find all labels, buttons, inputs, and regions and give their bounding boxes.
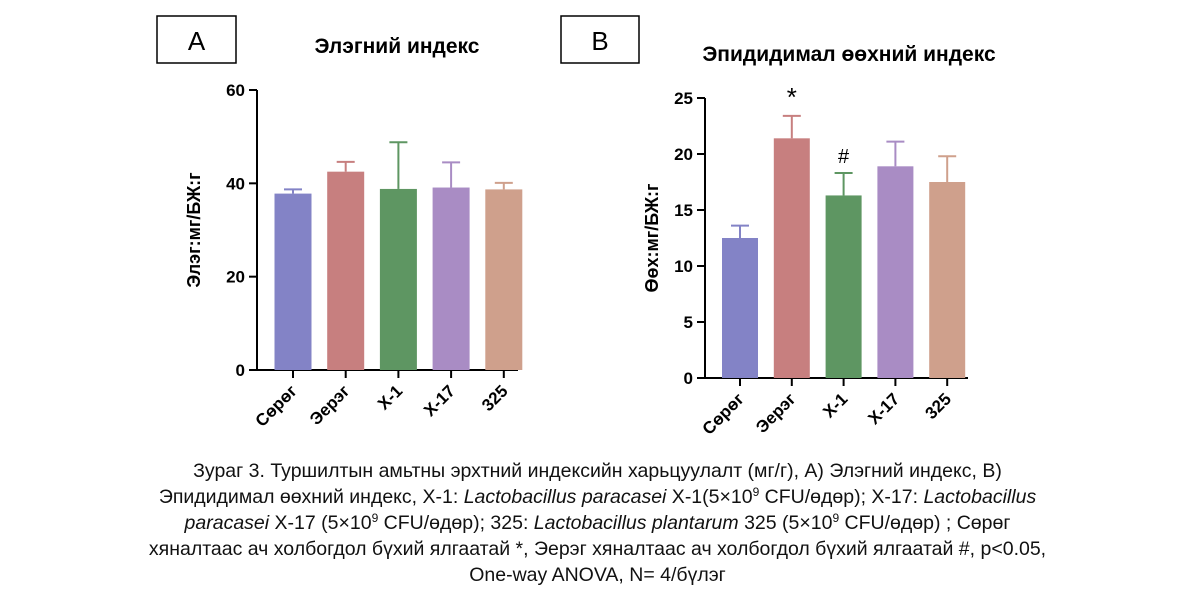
panel-a: A Элэгний индекс Элэг:мг/БЖ:г 0 20 40 60 Сөр… <box>156 15 523 431</box>
caption-text: CFU/өдөр) ; Сөрөг <box>839 512 1011 534</box>
caption-line-5: One-way ANOVA, N= 4/бүлэг <box>469 564 726 586</box>
caption-species: Lactobacillus paracasei <box>463 486 667 508</box>
caption-text: Эпидидимал өөхний индекс, X-1: <box>158 486 464 508</box>
panel-b-y-axis-label: Өөх:мг/БЖ:г <box>642 183 662 293</box>
y-tick-label: 15 <box>674 201 693 220</box>
panel-a-plot: 0 20 40 60 Сөрөг Эерэг X-1 X-17 325 <box>226 81 523 431</box>
caption-exponent: 9 <box>371 511 379 525</box>
y-tick-label: 0 <box>236 361 245 380</box>
y-tick-label: 40 <box>226 174 245 193</box>
figure-caption: Зураг 3. Туршилтын амьтны эрхтний индекс… <box>20 458 1175 588</box>
y-tick-label: 25 <box>674 89 693 108</box>
x-tick-label: 325 <box>922 389 955 422</box>
caption-text: CFU/өдөр); 325: <box>378 512 534 534</box>
caption-species: paracasei <box>184 512 270 534</box>
x-tick-label: X-1 <box>819 389 851 421</box>
panel-b-plot: 0 5 10 15 20 25 Сөрөг Эерэг * X-1 # X-17 325 <box>674 82 968 439</box>
bar <box>722 238 758 378</box>
panel-b-label: B <box>591 26 608 56</box>
caption-exponent: 9 <box>832 511 840 525</box>
y-tick-label: 20 <box>226 268 245 287</box>
x-tick-label: Сөрөг <box>699 389 748 438</box>
caption-species: Lactobacillus <box>923 486 1037 508</box>
x-tick-label: Эерэг <box>306 381 354 429</box>
caption-exponent: 9 <box>752 485 760 499</box>
x-tick-label: Эерэг <box>752 389 800 437</box>
caption-line-4: хяналтаас ач холбогдол бүхий ялгаатай *,… <box>148 538 1047 560</box>
panel-a-label: A <box>188 26 206 56</box>
y-tick-label: 10 <box>674 257 693 276</box>
caption-text: CFU/өдөр); X-17: <box>759 486 924 508</box>
significance-label: # <box>838 146 850 168</box>
x-tick-label: X-17 <box>420 381 459 420</box>
panel-b: B Эпидидимал өөхний индекс Өөх:мг/БЖ:г 0… <box>560 15 996 439</box>
bar <box>773 138 810 378</box>
panel-a-label-box <box>156 15 237 64</box>
panel-a-y-axis-label: Элэг:мг/БЖ:г <box>184 172 204 288</box>
y-tick-label: 0 <box>684 369 693 388</box>
significance-label: * <box>787 82 797 112</box>
caption-line-2: Эпидидимал өөхний индекс, X-1: Lactobaci… <box>20 484 1175 510</box>
x-tick-label: Сөрөг <box>252 381 301 430</box>
figure: A Элэгний индекс Элэг:мг/БЖ:г 0 20 40 60 Сөр… <box>156 15 996 439</box>
panel-b-label-box <box>560 15 640 64</box>
y-tick-label: 20 <box>674 145 693 164</box>
caption-text: X-17 (5×10 <box>269 512 372 534</box>
bar <box>825 195 862 378</box>
bar <box>432 187 470 370</box>
bar <box>274 193 312 370</box>
y-tick-label: 60 <box>226 81 245 100</box>
x-tick-label: 325 <box>478 381 511 414</box>
y-tick-label: 5 <box>684 313 693 332</box>
panel-b-title: Эпидидимал өөхний индекс <box>702 43 996 66</box>
caption-text: X-1(5×10 <box>666 486 753 508</box>
x-tick-label: X-1 <box>374 381 406 413</box>
caption-text: 325 (5×10 <box>738 512 833 534</box>
bar <box>877 166 914 378</box>
bar <box>327 171 365 370</box>
bar <box>379 188 417 370</box>
caption-line-1: Зураг 3. Туршилтын амьтны эрхтний индекс… <box>193 460 1002 482</box>
caption-line-3: paracasei X-17 (5×109 CFU/өдөр); 325: La… <box>20 510 1175 536</box>
panel-a-title: Элэгний индекс <box>315 35 480 58</box>
caption-species: Lactobacillus plantarum <box>533 512 739 534</box>
bar <box>485 189 523 370</box>
x-tick-label: X-17 <box>864 389 903 428</box>
bar <box>929 182 966 378</box>
